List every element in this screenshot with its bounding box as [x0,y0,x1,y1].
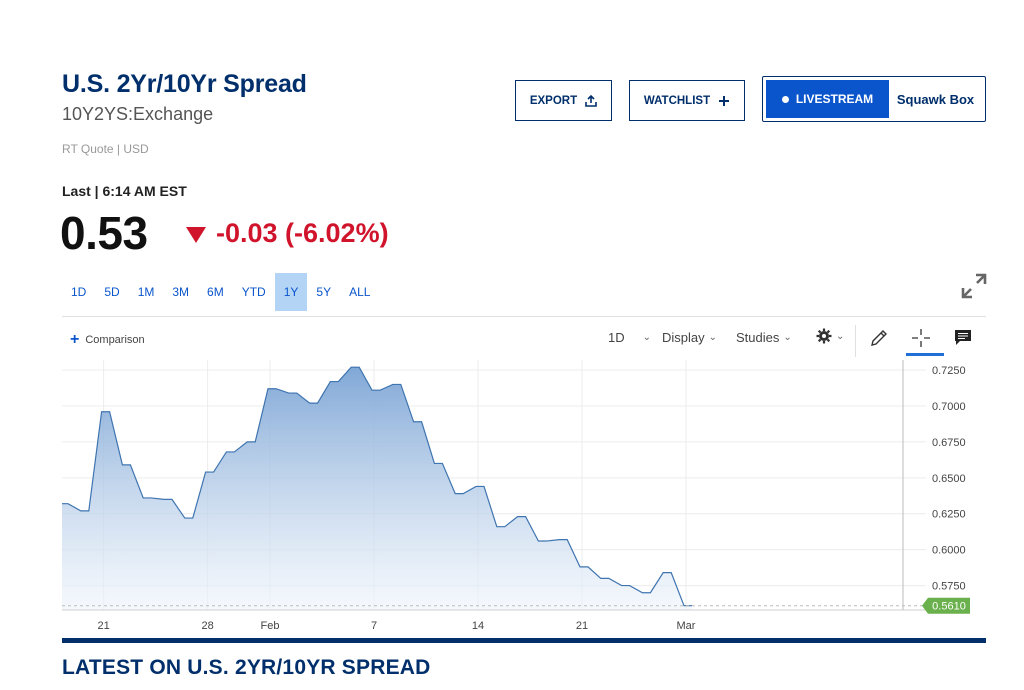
comment-icon[interactable] [952,327,974,349]
y-tick-label: 0.5750 [932,581,966,593]
share-icon [585,94,597,107]
range-tab-3m[interactable]: 3M [172,285,190,299]
interval-dropdown[interactable]: 1D ⌄ [608,330,651,345]
plus-icon: + [70,331,80,348]
pencil-icon[interactable] [868,327,890,349]
price-change-value: -0.03 (-6.02%) [216,218,389,248]
range-tab-1d[interactable]: 1D [71,285,87,299]
plus-icon [719,95,730,106]
chart-panel [62,316,986,638]
export-label: EXPORT [529,94,578,107]
settings-dropdown[interactable]: ⌄ [816,328,844,344]
symbol-label: 10Y2YS:Exchange [62,104,214,124]
y-tick-label: 0.6000 [932,545,966,557]
x-tick-label: 7 [371,620,377,632]
x-tick-label: Mar [677,620,696,632]
display-dropdown[interactable]: Display ⌄ [662,330,717,345]
show-name-link[interactable]: Squawk Box [896,91,975,107]
active-tool-indicator [906,353,944,356]
watchlist-label: WATCHLIST [643,94,711,107]
news-heading: LATEST ON U.S. 2YR/10YR SPREAD [62,656,431,679]
chevron-down-icon: ⌄ [708,332,718,343]
interval-label: 1D [608,330,625,345]
comparison-button[interactable]: + Comparison [70,331,145,348]
last-value-badge [922,597,970,614]
range-tab-5d[interactable]: 5D [104,285,120,299]
last-timestamp: Last | 6:14 AM EST [62,183,187,199]
range-tab-5y[interactable]: 5Y [316,285,332,299]
studies-dropdown[interactable]: Studies ⌄ [736,330,792,345]
y-tick-label: 0.6500 [932,473,966,485]
chevron-down-icon: ⌄ [783,332,792,343]
range-tab-ytd[interactable]: YTD [241,285,266,299]
export-button[interactable]: EXPORT [515,80,612,121]
comparison-label: Comparison [85,334,145,346]
price-change: -0.03 (-6.02%) [186,218,389,249]
livestream-label: LIVESTREAM [795,92,874,106]
livestream-button[interactable]: LIVESTREAM [766,80,889,118]
range-tab-1y[interactable]: 1Y [274,273,308,311]
x-tick-label: 21 [576,620,588,632]
x-tick-label: 28 [201,620,213,632]
x-tick-label: 14 [472,620,484,632]
range-selector: 1D 5D 1M 3M 6M YTD 1Y 5Y ALL [62,273,379,311]
gear-icon [816,328,832,344]
series-line [62,366,692,607]
chevron-down-icon: ⌄ [642,332,652,343]
chevron-down-icon: ⌄ [836,330,845,342]
y-tick-label: 0.7000 [932,401,966,413]
livestream-widget: LIVESTREAM Squawk Box [762,76,986,122]
crosshair-icon[interactable] [910,327,932,349]
series-area [62,367,692,610]
rt-quote-label: RT Quote | USD [62,142,149,156]
range-tab-6m[interactable]: 6M [207,285,224,299]
watchlist-button[interactable]: WATCHLIST [629,80,745,121]
live-dot-icon [781,95,789,103]
x-tick-label: Feb [261,620,280,632]
expand-icon[interactable] [960,272,988,300]
y-tick-label: 0.6250 [932,509,966,521]
section-divider [62,638,986,643]
toolbar-divider [855,325,856,357]
y-tick-label: 0.7250 [932,365,966,377]
x-tick-label: 21 [97,620,109,632]
page-title: U.S. 2Yr/10Yr Spread [62,70,307,98]
range-tab-1m[interactable]: 1M [137,285,155,299]
studies-label: Studies [736,330,780,345]
range-tab-all[interactable]: ALL [349,285,371,299]
display-label: Display [662,330,705,345]
last-value-label: 0.5610 [932,601,966,613]
last-price: 0.53 [60,207,148,259]
y-tick-label: 0.6750 [932,437,966,449]
down-arrow-icon [186,226,206,243]
